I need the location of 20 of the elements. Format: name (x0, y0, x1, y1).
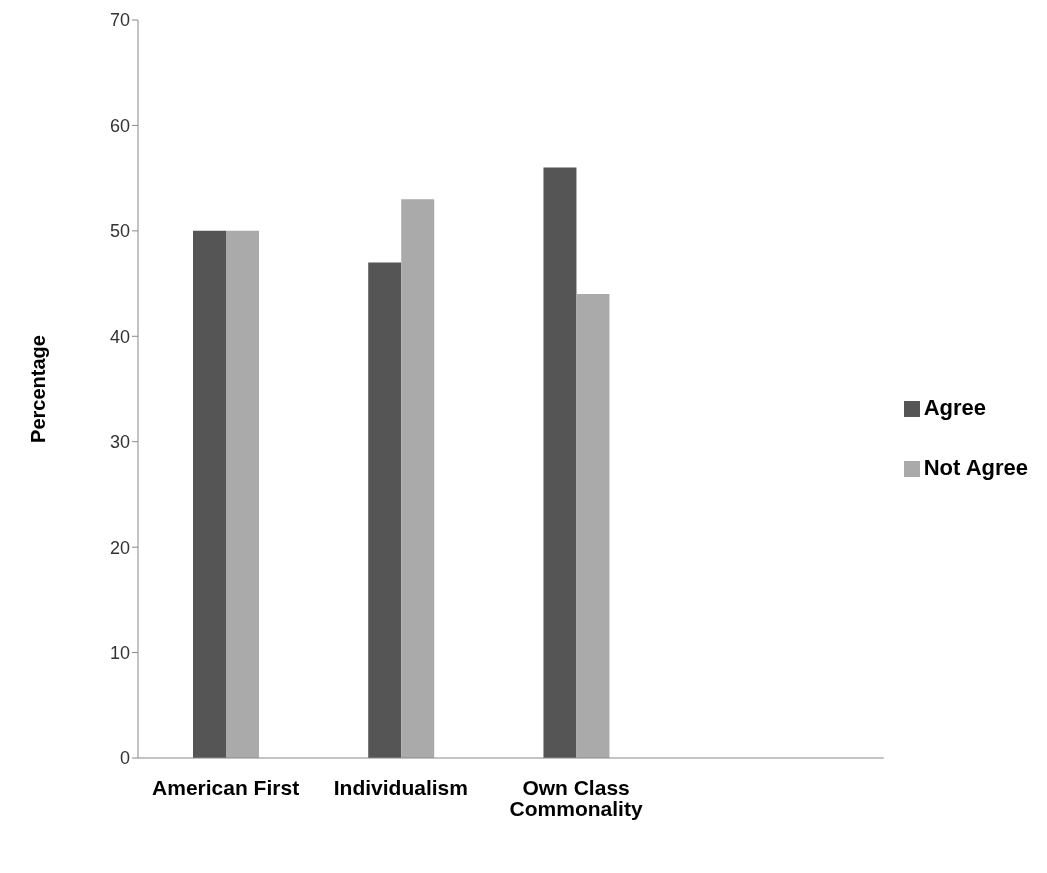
y-axis-title: Percentage (27, 335, 50, 443)
x-tick-label: American First (152, 775, 300, 799)
legend-label: Not Agree (923, 455, 1028, 480)
y-tick-label: 70 (109, 10, 130, 31)
y-tick-label: 20 (109, 537, 130, 558)
legend-label: Agree (923, 395, 987, 420)
y-tick-label: 10 (109, 642, 130, 663)
bar (576, 294, 610, 758)
bar (226, 230, 259, 758)
x-tick-label: Own Class Commonality (509, 775, 643, 820)
y-tick-label: 30 (109, 432, 130, 453)
bar (193, 230, 226, 758)
bar (543, 167, 577, 758)
x-tick-label: Individualism (333, 775, 468, 799)
y-tick-label: 50 (109, 221, 130, 242)
y-tick-label: 60 (109, 115, 130, 136)
bar (401, 199, 435, 758)
bar (368, 262, 402, 758)
y-tick-label: 40 (109, 326, 130, 347)
y-tick-label: 0 (119, 748, 130, 769)
